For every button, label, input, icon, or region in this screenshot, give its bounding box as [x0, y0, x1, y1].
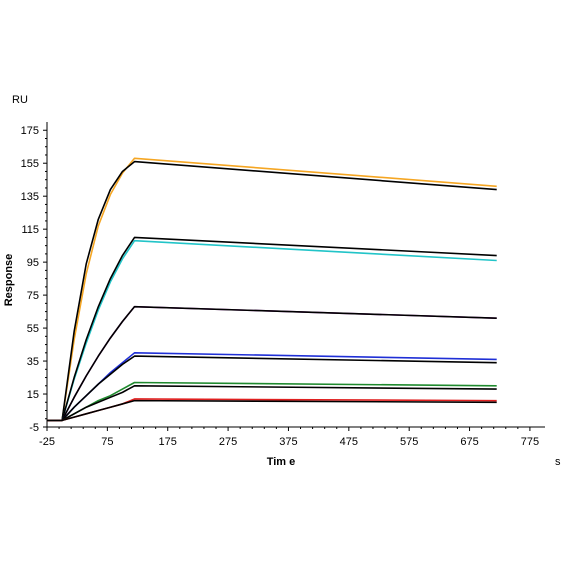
fit-curve-1 — [47, 160, 497, 422]
tick-labels: -25 75 175 275 375 475 575 675 775 -5 15 35 55 75 95 11… — [21, 125, 539, 448]
y-axis-title: Response — [3, 254, 15, 307]
fit-curve-11 — [47, 399, 497, 422]
x-tick-label: 175 — [159, 436, 177, 448]
axes — [43, 122, 545, 431]
fit-curve-3 — [47, 236, 497, 422]
y-tick-label: 155 — [21, 158, 39, 170]
x-axis-title: Tim e — [267, 456, 296, 468]
x-tick-label: 475 — [340, 436, 358, 448]
x-tick-label: 675 — [460, 436, 478, 448]
x-tick-label: -25 — [39, 436, 55, 448]
y-tick-label: 175 — [21, 125, 39, 137]
curves — [47, 157, 497, 422]
y-unit-label: RU — [12, 94, 28, 106]
y-tick-label: 75 — [27, 290, 39, 302]
y-tick-label: 95 — [27, 257, 39, 269]
x-tick-label: 575 — [400, 436, 418, 448]
y-tick-label: 15 — [27, 389, 39, 401]
x-tick-label: 75 — [101, 436, 113, 448]
fit-curve-5 — [47, 305, 497, 422]
fit-curve-9 — [47, 384, 497, 422]
y-tick-label: 135 — [21, 191, 39, 203]
x-tick-label: 375 — [279, 436, 297, 448]
x-tick-label: 275 — [219, 436, 237, 448]
y-tick-label: -5 — [29, 422, 39, 434]
y-tick-label: 55 — [27, 323, 39, 335]
fit-curve-7 — [47, 355, 497, 422]
y-tick-label: 35 — [27, 356, 39, 368]
data-curve-4 — [47, 305, 497, 422]
y-tick-label: 115 — [21, 224, 39, 236]
x-tick-label: 775 — [521, 436, 539, 448]
x-unit-label: s — [555, 456, 561, 468]
data-curve-0 — [47, 157, 497, 422]
